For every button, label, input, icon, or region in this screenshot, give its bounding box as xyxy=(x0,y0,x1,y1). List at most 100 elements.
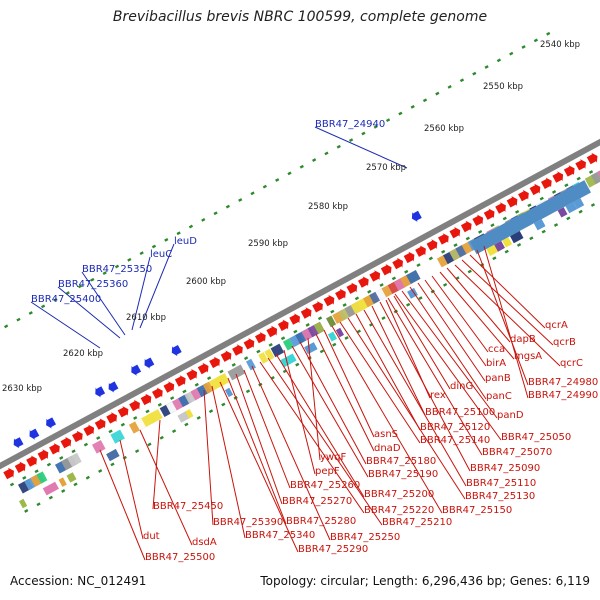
axis-tick-mark xyxy=(256,349,261,354)
gene-label-red: BBR47_25190 xyxy=(368,469,438,480)
forward-gene-arrow xyxy=(563,165,575,177)
forward-gene-arrow xyxy=(541,177,552,189)
axis-tick-mark xyxy=(367,289,372,294)
forward-gene-arrow xyxy=(586,152,598,165)
axis-tick-mark xyxy=(443,282,448,287)
gene-label-red-leader xyxy=(446,267,511,343)
axis-tick-label: 2580 kbp xyxy=(308,202,348,212)
gene-label-red-leader xyxy=(152,419,161,510)
forward-gene-arrow xyxy=(529,183,541,196)
reverse-gene-arrow xyxy=(95,386,106,398)
gene-label-red: dapB xyxy=(510,334,536,345)
axis-tick-mark xyxy=(406,302,411,307)
cog-category-box-inner xyxy=(224,387,234,398)
forward-gene-arrow xyxy=(460,220,472,233)
reverse-gene-arrow xyxy=(13,437,24,449)
gene-label-red-leader xyxy=(259,361,365,514)
gene-label-red: BBR47_25200 xyxy=(364,489,434,500)
axis-tick-mark xyxy=(208,409,214,414)
axis-tick-mark xyxy=(170,396,175,400)
cog-category-box-inner xyxy=(407,287,418,299)
genome-backbone xyxy=(0,138,600,470)
axis-tick-mark xyxy=(127,257,132,262)
reverse-gene-arrow xyxy=(108,381,119,393)
cog-category-box xyxy=(67,452,82,467)
gene-label-red: qcrC xyxy=(560,358,583,369)
axis-tick-mark xyxy=(465,236,470,241)
gene-label-red-leader xyxy=(235,373,283,505)
axis-tick-mark xyxy=(73,482,78,487)
axis-tick-mark xyxy=(61,489,66,493)
axis-tick-mark xyxy=(108,429,113,434)
axis-tick-mark xyxy=(16,317,21,322)
axis-tick-mark xyxy=(521,45,526,49)
axis-tick-mark xyxy=(398,111,403,116)
axis-tick-mark xyxy=(404,269,409,274)
forward-gene-arrow xyxy=(300,307,312,319)
forward-gene-arrow xyxy=(3,467,14,480)
axis-tick-mark xyxy=(280,336,286,341)
reverse-gene-arrow xyxy=(411,210,422,222)
forward-gene-arrow xyxy=(518,189,529,202)
axis-tick-mark xyxy=(71,449,76,454)
gene-label-red: ywqF xyxy=(320,452,346,463)
gene-label-blue-leader xyxy=(57,286,121,339)
gene-label-red-leader xyxy=(139,429,193,546)
gene-label-red-leader xyxy=(267,357,383,526)
axis-tick-mark xyxy=(312,158,317,162)
cog-category-box xyxy=(258,352,269,364)
axis-tick-mark xyxy=(319,349,325,354)
cog-category-box-inner xyxy=(573,198,585,209)
axis-tick-mark xyxy=(541,229,546,234)
reverse-gene-arrow xyxy=(46,417,56,429)
forward-gene-arrow xyxy=(140,393,152,406)
axis-tick-mark xyxy=(356,329,361,334)
forward-gene-arrow xyxy=(14,461,26,473)
gene-label-red: dut xyxy=(143,531,160,542)
axis-tick-mark xyxy=(34,469,39,474)
forward-gene-arrow xyxy=(426,239,438,251)
gene-label-red: BBR47_25340 xyxy=(245,530,315,541)
forward-gene-arrow xyxy=(323,294,335,307)
axis-tick-mark xyxy=(418,296,423,301)
axis-tick-mark xyxy=(46,462,52,467)
cog-category-box-inner xyxy=(58,477,67,487)
gene-label-blue-leader xyxy=(314,126,408,169)
cog-category-box xyxy=(270,343,285,358)
cog-category-box-inner xyxy=(502,237,513,248)
gene-label-red: qcrA xyxy=(545,320,568,331)
axis-tick-mark xyxy=(90,277,95,282)
axis-tick-mark xyxy=(164,237,169,242)
forward-gene-arrow xyxy=(438,233,449,245)
axis-tick-mark xyxy=(391,276,397,281)
axis-tick-mark xyxy=(98,469,103,473)
cog-category-box xyxy=(92,440,106,454)
gene-label-red: BBR47_25100 xyxy=(425,407,495,418)
axis-tick-mark xyxy=(114,264,120,269)
axis-tick-mark xyxy=(354,296,360,301)
axis-tick-mark xyxy=(533,38,539,43)
axis-tick-mark xyxy=(85,475,90,480)
axis-tick-mark xyxy=(342,303,347,307)
gene-label-blue: BBR47_25400 xyxy=(31,294,101,305)
gene-label-red-leader xyxy=(211,385,246,539)
axis-tick-mark xyxy=(299,164,304,169)
axis-tick-mark xyxy=(40,304,46,309)
axis-tick-mark xyxy=(467,269,472,274)
gene-label-blue-leader xyxy=(81,271,126,336)
axis-tick-label: 2570 kbp xyxy=(366,163,406,173)
forward-gene-arrow xyxy=(506,196,518,208)
reverse-gene-arrow xyxy=(131,364,142,376)
cog-category-box xyxy=(406,270,421,284)
axis-tick-mark xyxy=(490,223,495,228)
gene-label-blue: leuC xyxy=(150,249,172,260)
axis-tick-mark xyxy=(588,170,594,174)
axis-tick-mark xyxy=(59,456,64,460)
cog-category-box xyxy=(326,315,337,328)
gene-label-red: BBR47_25120 xyxy=(420,422,490,433)
cog-category-box-inner xyxy=(42,481,59,496)
gene-label-red: BBR47_25280 xyxy=(286,516,356,527)
axis-tick-mark xyxy=(447,85,452,89)
genome-summary-text: Topology: circular; Length: 6,296,436 bp… xyxy=(260,574,590,588)
axis-tick-mark xyxy=(157,402,162,407)
